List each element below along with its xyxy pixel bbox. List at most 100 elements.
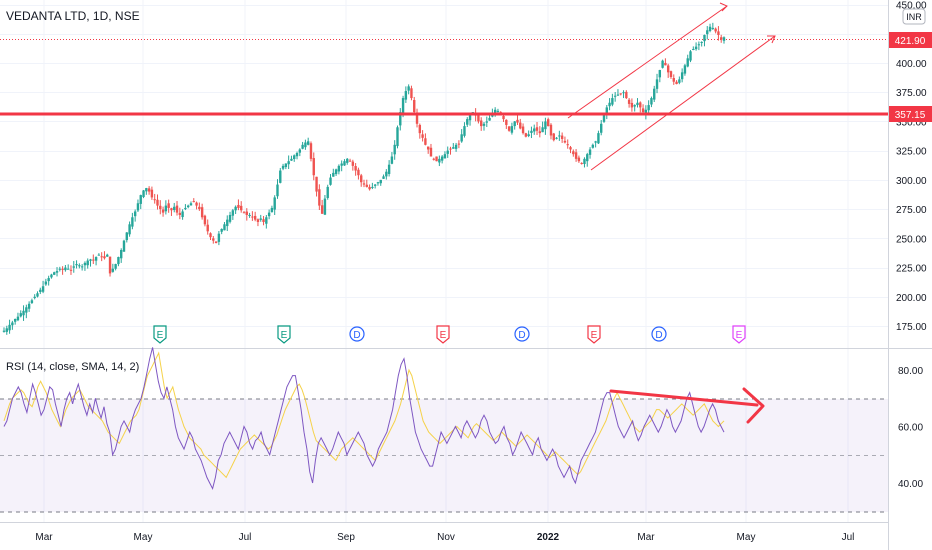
candle-body [164,205,168,212]
dividend-marker-shape [514,326,530,342]
candle-body [293,155,296,160]
candle-body [480,120,483,127]
candle-body [546,119,550,127]
candle-body [443,154,447,159]
candle-body [80,266,84,268]
candle-body [426,146,430,150]
earnings-marker-shape [153,325,167,344]
candle-body [346,158,349,163]
candle-body [597,133,600,144]
candle-body [228,214,232,222]
candle-body [301,144,304,149]
earnings-marker-shape [277,325,291,344]
candle-body [605,107,608,115]
candle-body [440,156,444,161]
candle-body [139,195,142,204]
candle-body [220,228,223,232]
last-price-badge-bg [889,32,932,48]
channel-upper-line[interactable] [567,5,728,119]
currency-badge-box[interactable] [902,8,926,25]
dividend-marker[interactable]: D [514,326,530,342]
candle-body [270,207,274,213]
dividend-marker[interactable]: D [651,326,667,342]
candle-body [697,44,701,46]
earnings-marker[interactable]: E [277,325,291,344]
rsi-sma-line [3,351,725,479]
rsi-tick-label: 60.00 [898,423,923,434]
candle-body [114,264,117,269]
candle-body [365,184,368,187]
candle-body [661,60,664,68]
earnings-marker[interactable]: E [587,325,601,344]
candle-body [111,268,115,272]
event-marker-label: E [591,330,598,341]
candle-body [195,202,198,206]
ascending-channel[interactable] [567,2,776,171]
candle-body [309,143,313,159]
candle-body [368,186,371,190]
candle-body [262,219,265,222]
candle-body [245,211,248,215]
channel-upper-arrowhead [719,2,728,12]
candle-body [608,102,611,107]
candle-body [217,233,221,242]
rsi-divergence-line[interactable] [609,389,759,407]
currency-badge[interactable]: INR [902,8,926,25]
candle-body [633,105,636,107]
candle-body [689,51,692,61]
time-tick-label: Mar [637,532,655,543]
candle-body [106,254,109,257]
symbol-title[interactable]: VEDANTA LTD, 1D, NSE [6,9,140,23]
dividend-marker[interactable]: D [349,326,365,342]
candle-body [446,150,449,154]
candle-body [560,135,564,139]
candle-body [692,48,695,50]
candle-body [669,71,673,78]
time-tick-label: 2022 [537,532,560,543]
candle-body [209,233,212,238]
candle-body [555,137,558,139]
candle-body [468,114,472,121]
candle-body [675,81,678,85]
rsi-divergence-arrow[interactable] [609,387,765,424]
price-tick-label: 325.00 [896,147,927,158]
candle-body [387,164,391,174]
candle-body [424,138,427,145]
candle-body [251,216,254,218]
candle-body [516,119,519,123]
candle-body [86,260,89,266]
candle-body [39,289,42,292]
candle-body [50,274,53,278]
candle-body [401,98,405,113]
candle-body [248,214,251,217]
candle-body [549,124,553,136]
candle-body [41,286,45,292]
candle-body [304,142,307,148]
time-tick-label: Nov [437,532,455,543]
candle-body [170,208,173,211]
channel-lower-line[interactable] [590,35,776,171]
candle-body [64,267,67,271]
dividend-marker-shape [651,326,667,342]
earnings-marker[interactable]: E [732,325,746,344]
candle-body [558,135,561,137]
candle-body [131,217,134,227]
candle-body [223,224,226,231]
earnings-marker[interactable]: E [153,325,167,344]
candle-body [717,31,720,35]
candle-body [566,144,569,146]
candle-body [577,157,581,162]
candle-body [421,134,424,138]
candle-body [602,114,606,122]
candle-body [175,205,179,213]
candle-body [429,147,433,157]
candle-body [622,92,625,94]
candle-body [588,149,592,155]
candle-body [181,211,184,218]
earnings-marker[interactable]: E [436,325,450,344]
rsi-title[interactable]: RSI (14, close, SMA, 14, 2) [6,361,139,373]
candle-body [491,114,494,117]
